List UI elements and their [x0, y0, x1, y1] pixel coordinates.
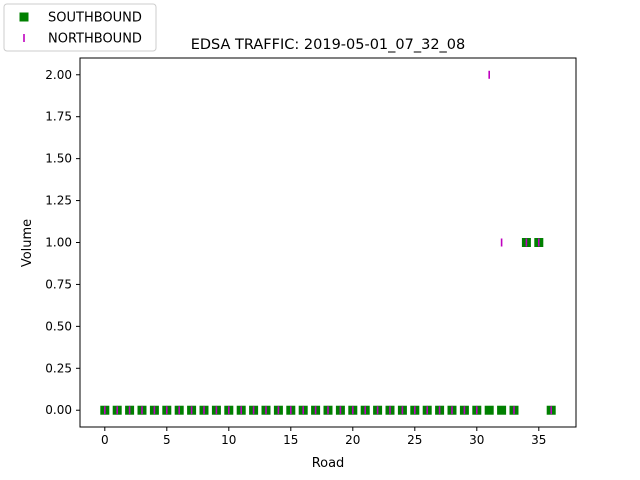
x-tick-label: 10 [221, 433, 236, 447]
y-tick-label: 1.50 [45, 152, 72, 166]
legend-label-southbound: SOUTHBOUND [48, 11, 142, 26]
legend-label-northbound: NORTHBOUND [48, 32, 142, 47]
y-tick-label: 2.00 [45, 68, 72, 82]
x-axis: 0 5 10 15 20 25 30 35 [101, 427, 546, 447]
y-tick-label: 1.00 [45, 236, 72, 250]
x-tick-label: 25 [407, 433, 422, 447]
y-tick-label: 0.00 [45, 403, 72, 417]
y-tick-label: 0.75 [45, 277, 72, 291]
x-tick-label: 5 [163, 433, 171, 447]
y-tick-label: 1.25 [45, 194, 72, 208]
northbound-series [104, 70, 553, 415]
y-axis: 0.00 0.25 0.50 0.75 1.00 1.25 1.50 1.75 2.00 [45, 68, 80, 417]
data-points [100, 70, 556, 415]
southbound-series [100, 238, 556, 415]
x-tick-label: 0 [101, 433, 109, 447]
x-tick-label: 20 [345, 433, 360, 447]
x-axis-label: Road [312, 456, 345, 471]
y-tick-label: 0.25 [45, 361, 72, 375]
x-tick-label: 30 [469, 433, 484, 447]
legend-frame [3, 3, 157, 52]
chart-title: EDSA TRAFFIC: 2019-05-01_07_32_08 [191, 37, 466, 53]
legend-marker-southbound [19, 12, 29, 22]
y-axis-label: Volume [20, 219, 35, 267]
x-tick-label: 35 [531, 433, 546, 447]
x-tick-label: 15 [283, 433, 298, 447]
y-tick-label: 0.50 [45, 319, 72, 333]
y-tick-label: 1.75 [45, 110, 72, 124]
southbound-point [497, 405, 507, 415]
southbound-point [484, 405, 494, 415]
legend: SOUTHBOUND NORTHBOUND [3, 3, 157, 52]
